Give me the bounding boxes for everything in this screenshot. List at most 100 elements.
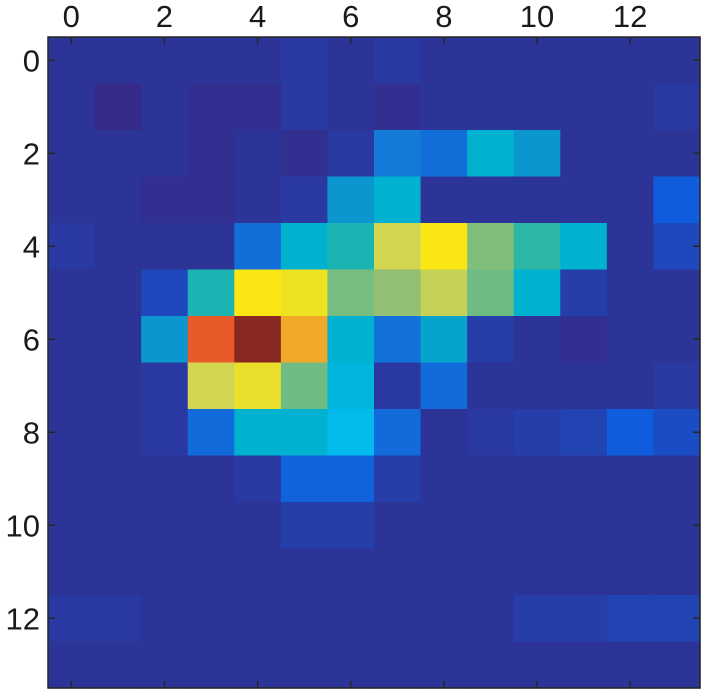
y-tick-label: 4 — [23, 229, 40, 264]
heatmap-cell — [560, 455, 608, 503]
heatmap-cell — [94, 269, 142, 317]
heatmap-cell — [234, 316, 282, 364]
heatmap-cell — [187, 37, 235, 85]
heatmap-cell — [327, 502, 375, 550]
heatmap-cell — [234, 409, 282, 457]
heatmap-cell — [94, 409, 142, 457]
heatmap-cell — [94, 223, 142, 271]
heatmap-cell — [94, 641, 142, 689]
heatmap-cell — [141, 269, 189, 317]
heatmap-cell — [606, 223, 655, 271]
heatmap-cell — [513, 409, 561, 457]
y-axis-ticks: 0 2 4 6 8 10 12 — [6, 43, 700, 636]
heatmap-cell — [327, 269, 375, 317]
heatmap-cell — [653, 223, 701, 271]
heatmap-cell — [94, 37, 142, 85]
heatmap-cell — [327, 455, 375, 503]
heatmap-cell — [48, 362, 96, 410]
heatmap-cell — [420, 455, 468, 503]
heatmap-cell — [187, 409, 235, 457]
heatmap-cell — [653, 37, 701, 85]
x-tick-label: 10 — [520, 0, 554, 34]
heatmap-cell — [560, 83, 608, 131]
heatmap-cell — [327, 548, 375, 596]
heatmap-cell — [141, 37, 189, 85]
heatmap-cell — [48, 595, 96, 643]
y-tick-label: 2 — [23, 136, 40, 171]
heatmap-cell — [653, 362, 701, 410]
y-tick-label: 10 — [6, 508, 40, 543]
heatmap-cell — [234, 502, 282, 550]
heatmap-cell — [513, 223, 561, 271]
heatmap-cell — [653, 130, 701, 178]
heatmap-cell — [467, 362, 515, 410]
heatmap-cell — [280, 595, 329, 643]
heatmap-cell — [234, 595, 282, 643]
heatmap-cell — [141, 176, 189, 224]
heatmap-cell — [327, 409, 375, 457]
heatmap-cell — [141, 362, 189, 410]
heatmap-cell — [141, 502, 189, 550]
heatmap-cell — [513, 502, 561, 550]
heatmap-cell — [374, 83, 422, 131]
heatmap-cell — [513, 316, 561, 364]
heatmap-cell — [280, 502, 329, 550]
heatmap-cell — [653, 316, 701, 364]
heatmap-cell — [420, 37, 468, 85]
heatmap-cell — [48, 269, 96, 317]
heatmap-cell — [653, 548, 701, 596]
heatmap-cell — [513, 455, 561, 503]
y-tick-label: 6 — [23, 322, 40, 357]
heatmap-cell — [560, 409, 608, 457]
heatmap-cell — [420, 316, 468, 364]
heatmap-cell — [374, 130, 422, 178]
heatmap-cell — [234, 641, 282, 689]
heatmap-cell — [187, 83, 235, 131]
heatmap-cell — [374, 502, 422, 550]
x-axis-ticks: 0 2 4 6 8 10 12 — [63, 0, 647, 688]
heatmap-cell — [606, 641, 655, 689]
heatmap-cell — [653, 455, 701, 503]
heatmap-cell — [187, 595, 235, 643]
heatmap-cell — [374, 362, 422, 410]
heatmap-cell — [653, 83, 701, 131]
heatmap-cell — [234, 83, 282, 131]
heatmap-cell — [606, 130, 655, 178]
heatmap-cell — [141, 548, 189, 596]
heatmap-cell — [467, 130, 515, 178]
heatmap-cell — [467, 269, 515, 317]
heatmap-cell — [374, 595, 422, 643]
heatmap-cell — [94, 455, 142, 503]
heatmap-cell — [420, 176, 468, 224]
heatmap-cell — [48, 502, 96, 550]
heatmap-cell — [141, 316, 189, 364]
x-tick-label: 12 — [613, 0, 647, 34]
heatmap-cell — [327, 316, 375, 364]
heatmap-cell — [420, 409, 468, 457]
heatmap-cell — [280, 37, 329, 85]
heatmap-cell — [374, 269, 422, 317]
heatmap-cell — [48, 223, 96, 271]
heatmap-cell — [560, 176, 608, 224]
heatmap-cell — [653, 409, 701, 457]
heatmap-cell — [467, 37, 515, 85]
heatmap-cell — [187, 176, 235, 224]
heatmap-cell — [560, 37, 608, 85]
heatmap-cell — [48, 455, 96, 503]
heatmap-cell — [280, 316, 329, 364]
heatmap-cell — [513, 548, 561, 596]
heatmap-cell — [187, 548, 235, 596]
heatmap-cell — [467, 83, 515, 131]
heatmap-cell — [606, 548, 655, 596]
heatmap-cell — [280, 176, 329, 224]
heatmap-cell — [560, 316, 608, 364]
x-tick-label: 8 — [435, 0, 452, 34]
heatmap-cell — [187, 362, 235, 410]
heatmap-cell — [94, 502, 142, 550]
heatmap-cell — [374, 316, 422, 364]
heatmap-cell — [187, 130, 235, 178]
heatmap-cell — [606, 362, 655, 410]
heatmap-cell — [48, 83, 96, 131]
heatmap-cell — [420, 130, 468, 178]
